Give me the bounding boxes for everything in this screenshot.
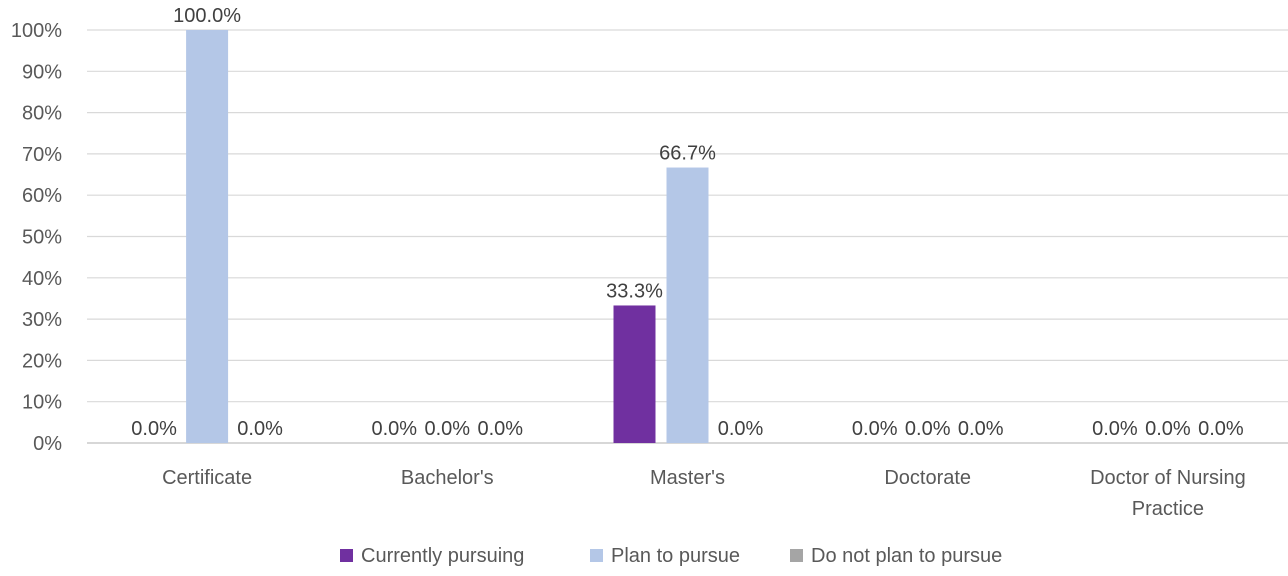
category-label: Master's [650,467,725,489]
y-tick-label: 20% [22,350,62,372]
data-label: 0.0% [372,418,418,440]
data-label: 0.0% [958,418,1004,440]
y-tick-label: 30% [22,309,62,331]
data-label: 0.0% [852,418,898,440]
data-label: 66.7% [659,143,716,165]
y-tick-label: 60% [22,185,62,207]
category-label: Certificate [162,467,252,489]
y-tick-label: 0% [33,433,62,455]
legend-label: Currently pursuing [361,545,524,567]
data-label: 0.0% [478,418,524,440]
y-tick-label: 10% [22,392,62,414]
legend-swatch [590,549,603,562]
legend-label: Plan to pursue [611,545,740,567]
bar [666,167,709,444]
data-label: 0.0% [425,418,471,440]
legend-swatch [790,549,803,562]
data-label: 0.0% [905,418,951,440]
category-label: Doctor of Nursing [1090,467,1246,489]
bar [186,30,229,443]
data-label: 100.0% [173,5,241,27]
y-tick-label: 40% [22,268,62,290]
y-tick-label: 100% [11,20,62,42]
bar [613,305,656,443]
data-label: 0.0% [237,418,283,440]
data-label: 0.0% [1092,418,1138,440]
data-label: 0.0% [1145,418,1191,440]
data-label: 33.3% [606,280,663,302]
y-tick-label: 90% [22,61,62,83]
y-tick-label: 50% [22,227,62,249]
category-label: Bachelor's [401,467,494,489]
y-tick-label: 70% [22,144,62,166]
category-label: Practice [1132,498,1204,520]
data-label: 0.0% [718,418,764,440]
data-label: 0.0% [1198,418,1244,440]
y-tick-label: 80% [22,103,62,125]
category-label: Doctorate [884,467,971,489]
data-label: 0.0% [131,418,177,440]
legend-swatch [340,549,353,562]
legend-label: Do not plan to pursue [811,545,1002,567]
